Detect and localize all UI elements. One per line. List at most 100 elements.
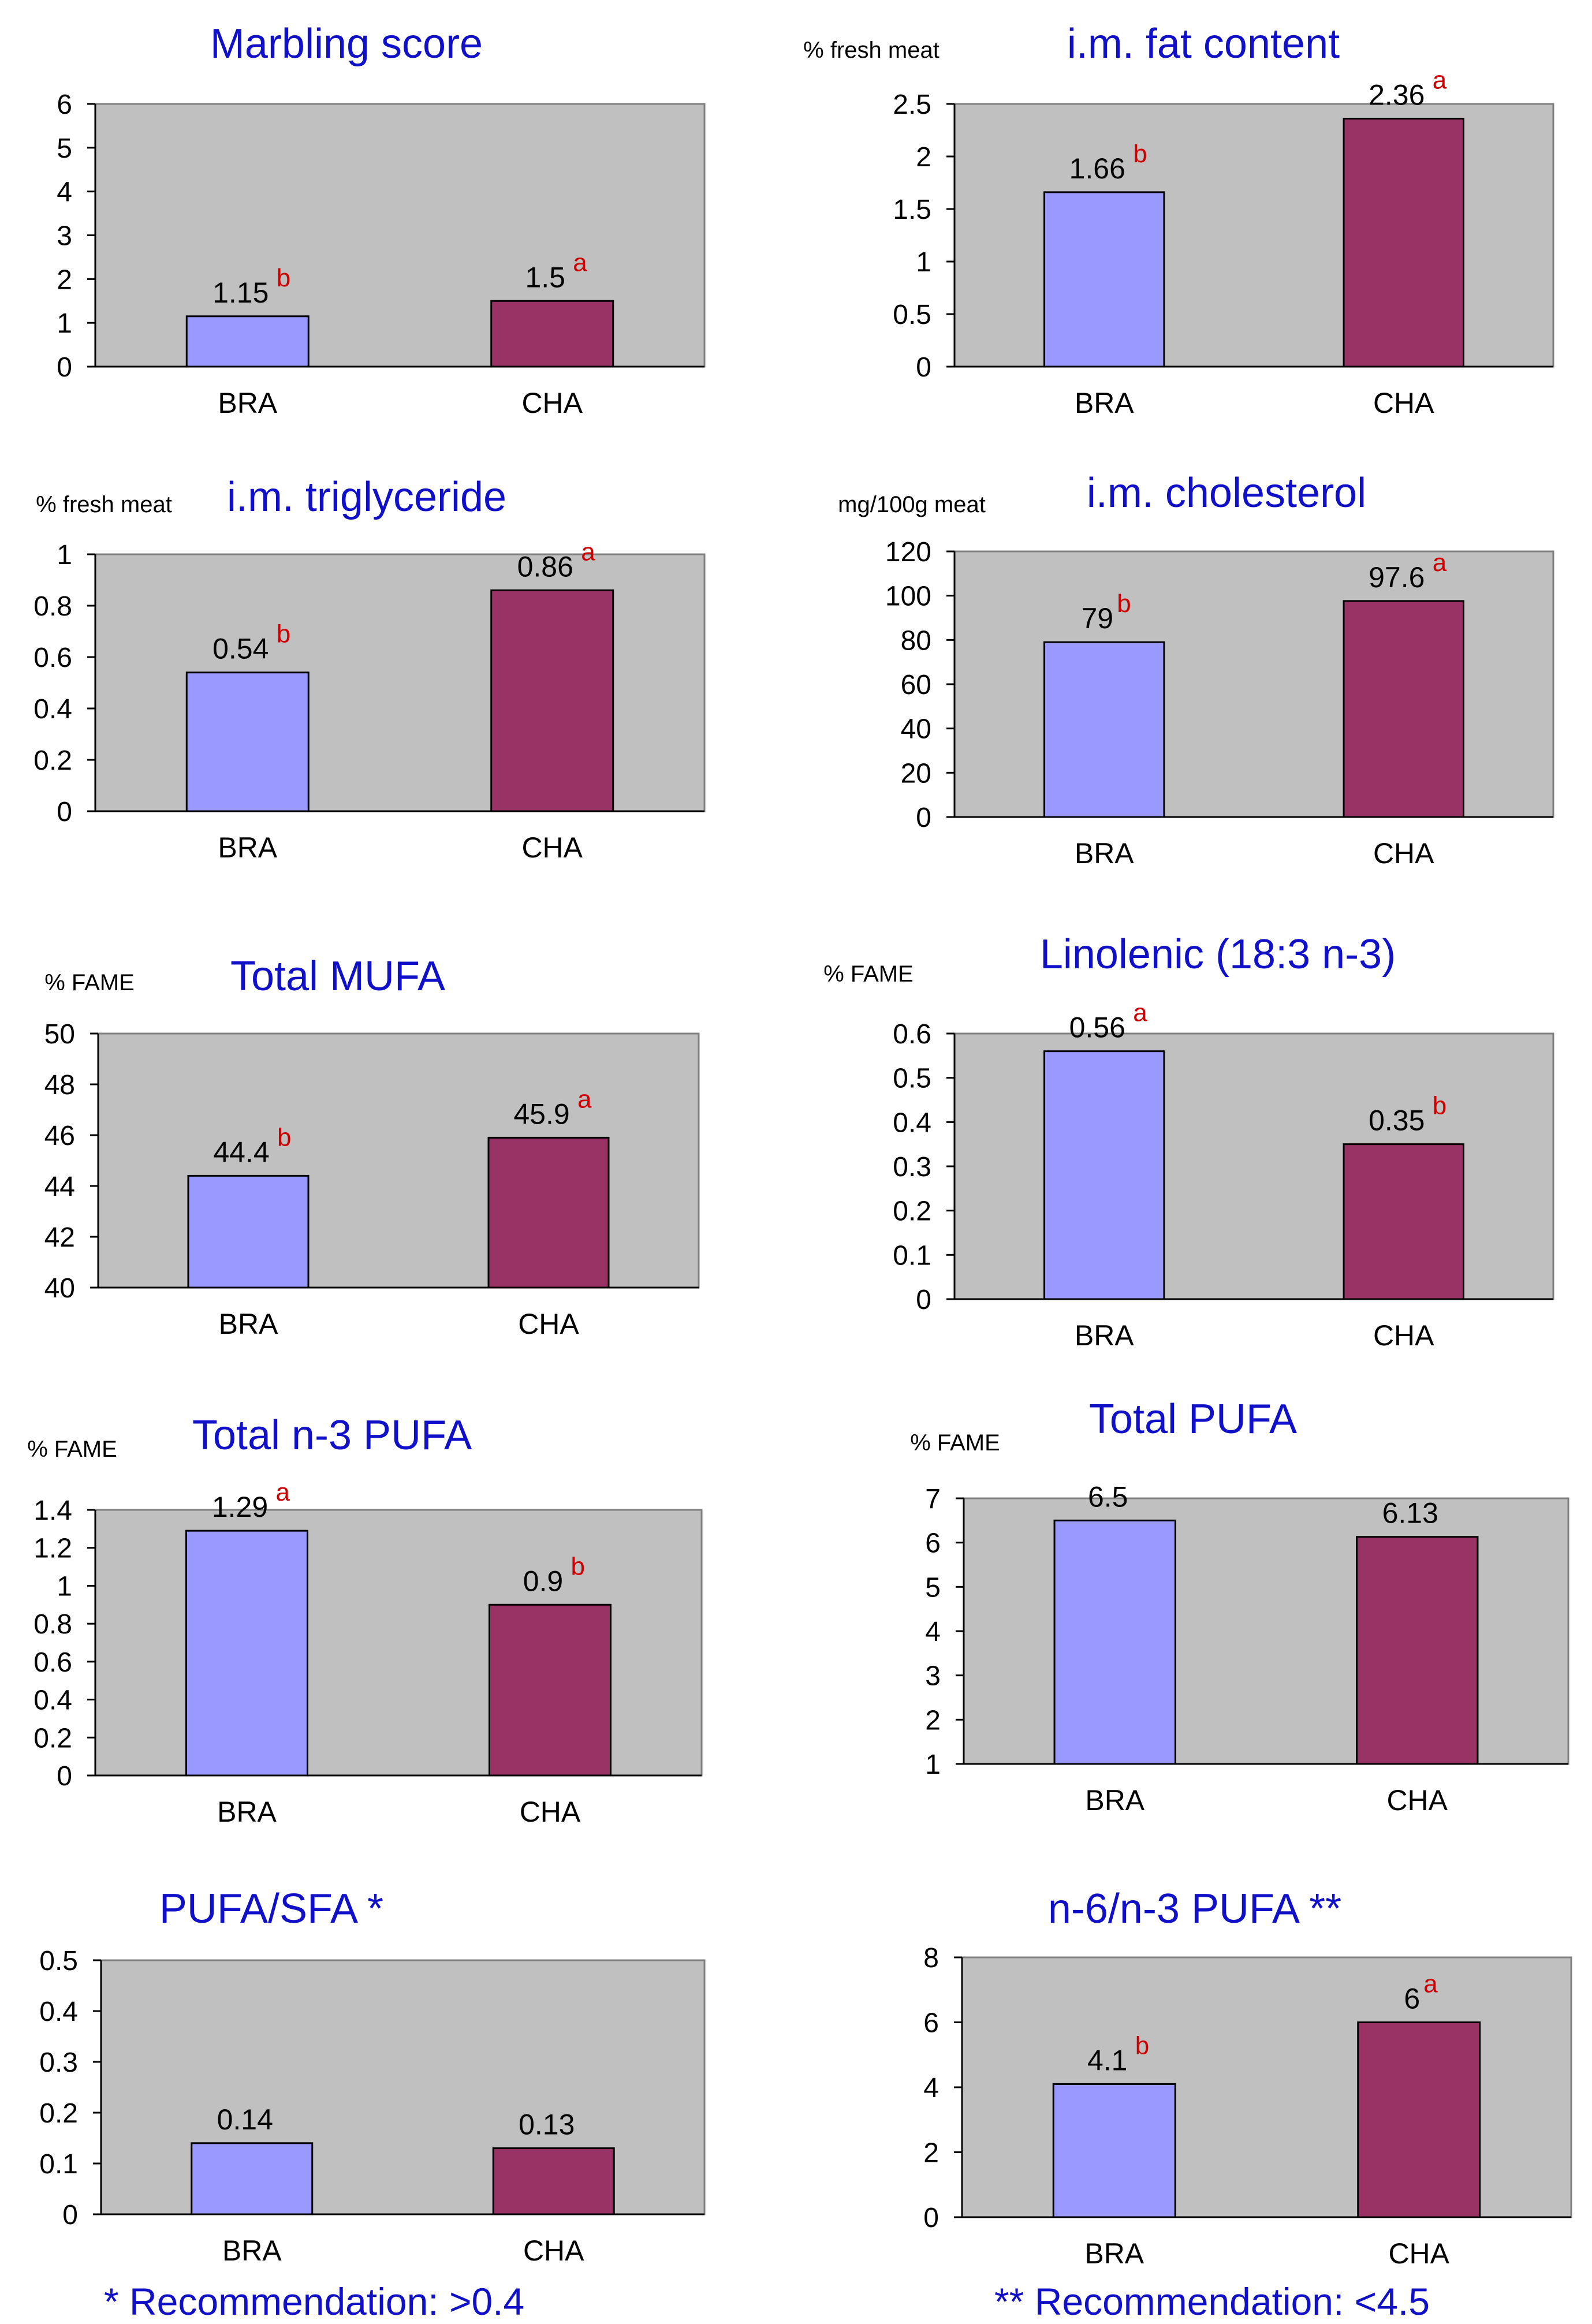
chart-title: i.m. fat content: [1067, 21, 1340, 67]
y-tick-label: 6: [925, 1528, 941, 1559]
significance-letter: a: [1433, 66, 1447, 94]
y-tick-label: 0.2: [33, 1723, 72, 1754]
category-label: BRA: [1075, 387, 1134, 419]
data-label: 6.13: [1382, 1497, 1438, 1530]
y-tick-label: 1: [57, 1571, 72, 1602]
category-label: BRA: [218, 387, 277, 419]
bar-cha: [489, 1603, 612, 1777]
y-tick-label: 0: [916, 352, 931, 383]
data-label: 45.9: [513, 1098, 569, 1130]
y-tick-label: 0: [916, 803, 931, 833]
category-label: CHA: [518, 1308, 579, 1340]
y-tick-label: 0.4: [33, 1685, 72, 1716]
y-tick-label: 80: [901, 625, 931, 656]
chart-im-triglyceride: i.m. triglyceride % fresh meat 0 0.2 0.4 0.6 0…: [0, 465, 796, 930]
data-label: 6.5: [1088, 1480, 1128, 1513]
category-label: CHA: [1386, 1784, 1448, 1816]
y-tick-label: 1.4: [33, 1495, 72, 1526]
data-label: 79: [1081, 602, 1113, 635]
significance-letter: a: [577, 1085, 592, 1113]
footnote-pufa-sfa-recommendation: * Recommendation: >0.4: [104, 2280, 525, 2323]
bar-cha: [487, 1136, 610, 1289]
category-label: BRA: [222, 2235, 282, 2267]
y-tick-label: 46: [44, 1121, 75, 1151]
y-tick-label: 42: [44, 1222, 75, 1253]
y-tick-label: 100: [885, 581, 931, 612]
y-tick-label: 7: [925, 1484, 941, 1514]
y-tick-label: 0.3: [39, 2047, 78, 2078]
y-tick-label: 0.2: [33, 745, 72, 776]
chart-title: n-6/n-3 PUFA **: [1048, 1886, 1341, 1932]
y-tick-label: 0.4: [39, 1997, 78, 2027]
chart-im-fat-content: i.m. fat content % fresh meat 0 0.5 1 1.5 2 2.5…: [796, 0, 1592, 465]
y-tick-label: 0.6: [893, 1019, 931, 1050]
category-label: CHA: [1373, 837, 1434, 870]
y-tick-label: 2: [925, 1705, 941, 1736]
y-tick-label: 48: [44, 1070, 75, 1101]
y-tick-label: 120: [885, 537, 931, 568]
y-tick-label: 2: [57, 264, 72, 295]
y-tick-label: 0.5: [893, 300, 931, 330]
y-unit-label: % fresh meat: [36, 492, 172, 517]
significance-letter: b: [1135, 2031, 1149, 2060]
significance-letter: b: [1133, 140, 1147, 168]
y-tick-label: 5: [57, 133, 72, 164]
bar-bra: [1043, 641, 1165, 818]
y-tick-label: 0: [916, 1285, 931, 1315]
significance-letter: b: [571, 1552, 585, 1580]
y-tick-label: 0: [62, 2200, 78, 2230]
bar-bra: [1043, 191, 1165, 368]
y-tick-label: 4: [925, 1617, 941, 1647]
significance-letter: b: [277, 620, 290, 648]
y-tick-label: 6: [57, 89, 72, 120]
bar-cha: [490, 300, 614, 368]
bar-cha: [492, 2147, 615, 2215]
y-tick-label: 3: [925, 1661, 941, 1692]
y-tick-label: 6: [923, 2008, 939, 2039]
category-label: BRA: [217, 1796, 277, 1828]
y-tick-label: 5: [925, 1572, 941, 1603]
bar-bra: [187, 1174, 310, 1289]
bar-cha: [490, 589, 614, 812]
significance-letter: a: [1433, 549, 1447, 577]
y-tick-label: 1: [916, 247, 931, 278]
category-label: CHA: [523, 2235, 584, 2267]
y-unit-label: mg/100g meat: [838, 492, 986, 517]
data-label: 0.13: [519, 2109, 575, 2141]
category-label: BRA: [1075, 1319, 1134, 1352]
y-tick-label: 1: [57, 308, 72, 339]
chart-n6-n3-pufa: n-6/n-3 PUFA ** 0 2 4 6 8 BRA 4.1 b CHA 6 a: [796, 1859, 1592, 2324]
y-tick-label: 3: [57, 221, 72, 252]
chart-total-pufa: Total PUFA % FAME 1 2 3 4 5 6 7 BRA 6.5 CHA 6.13: [796, 1394, 1592, 1859]
significance-letter: a: [573, 248, 587, 277]
data-label: 6: [1404, 1983, 1420, 2015]
data-label: 97.6: [1369, 561, 1425, 594]
data-label: 0.54: [212, 633, 269, 665]
bar-bra: [191, 2142, 314, 2215]
bar-bra: [1052, 2083, 1176, 2218]
bar-cha: [1357, 2021, 1481, 2218]
chart-linolenic: Linolenic (18:3 n-3) % FAME 0 0.1 0.2 0.3 0.4 0…: [796, 930, 1592, 1394]
bar-cha: [1343, 600, 1464, 818]
chart-title: PUFA/SFA *: [159, 1886, 383, 1932]
chart-title: Total PUFA: [1089, 1396, 1297, 1442]
y-unit-label: % FAME: [27, 1437, 117, 1462]
y-tick-label: 4: [57, 177, 72, 208]
y-unit-label: % FAME: [823, 961, 914, 987]
y-tick-label: 8: [923, 1943, 939, 1974]
y-tick-label: 1: [57, 540, 72, 570]
chart-title: Total MUFA: [230, 953, 445, 999]
y-tick-label: 0.2: [39, 2098, 78, 2129]
chart-total-mufa: Total MUFA % FAME 40 42 44 46 48 50 BRA 44.4 b CHA 4…: [0, 930, 796, 1394]
y-tick-label: 1.5: [893, 195, 931, 225]
y-tick-label: 60: [901, 670, 931, 700]
data-label: 0.35: [1369, 1105, 1425, 1137]
chart-marbling-score: Marbling score 0 1 2 3 4 5 6 BRA 1.15 b CHA 1.5 a: [0, 0, 796, 465]
y-tick-label: 0.5: [39, 1946, 78, 1976]
y-tick-label: 20: [901, 758, 931, 789]
data-label: 0.56: [1069, 1012, 1125, 1044]
bar-bra: [1043, 1050, 1165, 1300]
y-tick-label: 0.5: [893, 1064, 931, 1094]
y-tick-label: 0: [923, 2203, 939, 2233]
bar-cha: [1343, 117, 1464, 368]
